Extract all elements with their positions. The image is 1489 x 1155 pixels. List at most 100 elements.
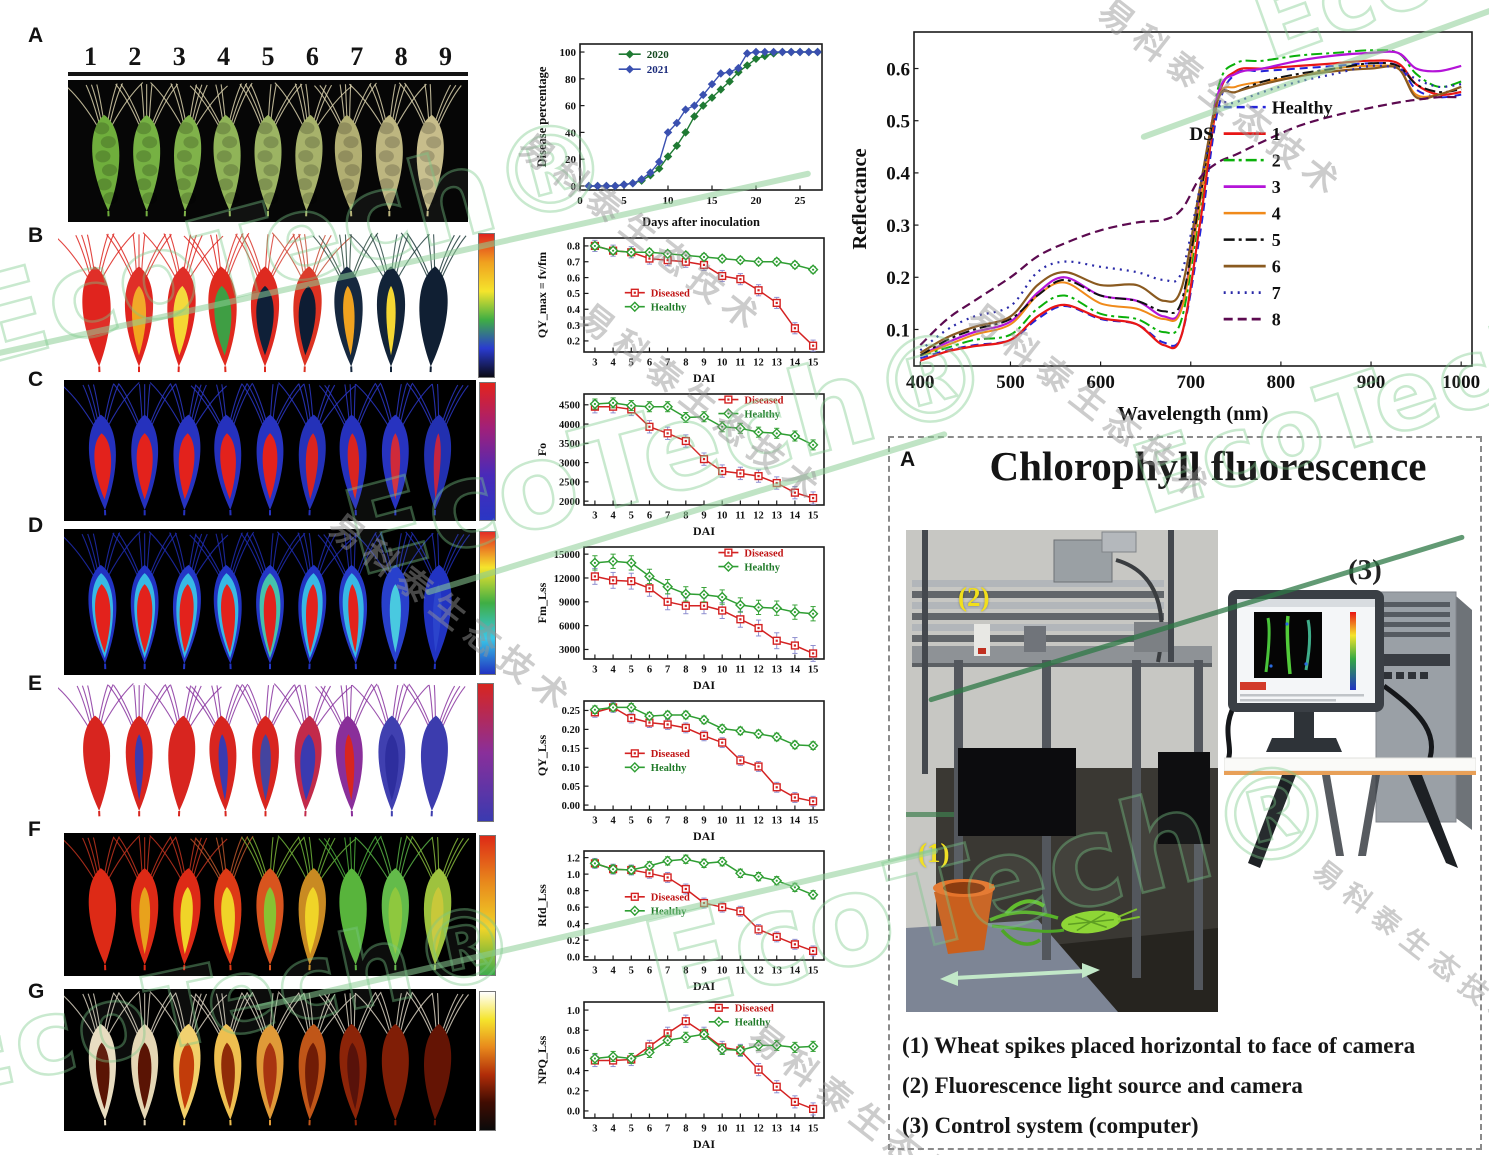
- svg-text:0.10: 0.10: [562, 763, 580, 774]
- svg-text:11: 11: [735, 511, 745, 522]
- svg-text:2000: 2000: [559, 497, 580, 508]
- svg-text:DAI: DAI: [693, 678, 715, 692]
- svg-text:6: 6: [647, 665, 652, 676]
- svg-text:10: 10: [663, 195, 675, 207]
- svg-text:Healthy: Healthy: [651, 907, 687, 918]
- wheat-spike-graphic: [1061, 908, 1140, 934]
- spike-number: 1: [84, 42, 97, 71]
- svg-text:0.15: 0.15: [562, 744, 580, 755]
- svg-text:4000: 4000: [559, 420, 580, 431]
- svg-text:8: 8: [683, 511, 688, 522]
- svg-text:4: 4: [610, 1124, 616, 1135]
- svg-text:9: 9: [701, 966, 706, 977]
- svg-text:0.2: 0.2: [567, 936, 580, 947]
- spike-number: 9: [439, 42, 452, 71]
- svg-text:0.00: 0.00: [562, 801, 580, 812]
- svg-text:0.5: 0.5: [567, 289, 580, 300]
- svg-text:7: 7: [1272, 283, 1281, 303]
- svg-text:8: 8: [683, 816, 688, 827]
- svg-text:0.8: 0.8: [567, 1026, 580, 1037]
- svg-text:14: 14: [790, 966, 801, 977]
- svg-text:7: 7: [665, 358, 670, 369]
- svg-text:10: 10: [717, 511, 728, 522]
- panel-b-fluorescence-image: [54, 230, 472, 378]
- svg-text:3500: 3500: [559, 439, 580, 450]
- colorbar-f: [479, 835, 496, 976]
- panel-a-numbers: 1 2 3 4 5 6 7 8 9: [68, 42, 468, 76]
- svg-text:4: 4: [610, 816, 616, 827]
- svg-text:0.4: 0.4: [886, 164, 910, 185]
- svg-text:14: 14: [790, 1124, 801, 1135]
- svg-text:6: 6: [647, 816, 652, 827]
- svg-text:60: 60: [565, 101, 577, 113]
- svg-text:DAI: DAI: [693, 371, 715, 385]
- svg-text:5: 5: [1272, 230, 1281, 250]
- svg-text:1: 1: [1272, 124, 1281, 144]
- svg-text:11: 11: [735, 816, 745, 827]
- svg-text:5: 5: [629, 966, 634, 977]
- svg-text:0.6: 0.6: [567, 1046, 580, 1057]
- svg-text:5: 5: [629, 665, 634, 676]
- svg-text:6000: 6000: [559, 621, 580, 632]
- svg-text:12: 12: [753, 966, 764, 977]
- colorbar-c: [479, 382, 496, 521]
- svg-text:Diseased: Diseased: [651, 749, 690, 760]
- svg-text:2021: 2021: [647, 64, 669, 76]
- svg-text:Healthy: Healthy: [744, 562, 780, 573]
- svg-text:15: 15: [808, 665, 819, 676]
- svg-text:Rfd_Lss: Rfd_Lss: [535, 884, 549, 927]
- svg-text:Healthy: Healthy: [1272, 98, 1333, 118]
- svg-text:4: 4: [1272, 204, 1281, 224]
- svg-text:Diseased: Diseased: [744, 395, 783, 406]
- svg-text:3: 3: [592, 966, 597, 977]
- svg-text:8: 8: [683, 966, 688, 977]
- svg-text:5: 5: [629, 816, 634, 827]
- svg-text:0.1: 0.1: [886, 320, 910, 341]
- svg-text:0.8: 0.8: [567, 242, 580, 253]
- svg-text:11: 11: [735, 966, 745, 977]
- svg-text:14: 14: [790, 816, 801, 827]
- svg-text:6: 6: [647, 1124, 652, 1135]
- svg-text:8: 8: [683, 358, 688, 369]
- svg-text:3000: 3000: [559, 645, 580, 656]
- svg-text:9: 9: [701, 665, 706, 676]
- colorbar-d: [479, 531, 496, 675]
- svg-text:Healthy: Healthy: [651, 303, 687, 314]
- panel-d-label: D: [28, 514, 44, 537]
- panel-b-label: B: [28, 224, 44, 247]
- svg-text:7: 7: [665, 665, 670, 676]
- svg-text:20: 20: [565, 154, 577, 166]
- svg-text:3: 3: [592, 358, 597, 369]
- panel-g-label: G: [28, 980, 45, 1003]
- svg-text:100: 100: [560, 47, 577, 59]
- svg-text:8: 8: [683, 665, 688, 676]
- panel-e-label: E: [28, 672, 43, 695]
- svg-text:1.0: 1.0: [567, 870, 580, 881]
- svg-text:QY_max = fv/fm: QY_max = fv/fm: [535, 252, 549, 338]
- svg-text:Reflectance: Reflectance: [849, 148, 871, 249]
- panel-f-label: F: [28, 818, 41, 841]
- svg-text:80: 80: [565, 74, 577, 86]
- spike-number: 3: [172, 42, 186, 71]
- panel-g-fluorescence-image: [62, 989, 476, 1131]
- tag-1: (1): [918, 838, 950, 868]
- svg-text:0.2: 0.2: [886, 268, 910, 289]
- svg-text:4: 4: [610, 358, 616, 369]
- svg-text:3: 3: [592, 511, 597, 522]
- svg-text:14: 14: [790, 665, 801, 676]
- svg-text:NPQ_Lss: NPQ_Lss: [535, 1035, 549, 1084]
- setup-title: Chlorophyll fluorescence: [989, 443, 1427, 489]
- svg-text:15: 15: [808, 511, 819, 522]
- svg-text:0.6: 0.6: [886, 59, 910, 80]
- svg-text:9: 9: [701, 816, 706, 827]
- svg-text:0.7: 0.7: [567, 258, 580, 269]
- chart-reflectance-spectra: 0.1 0.2 0.3 0.4 0.5 0.6 400 500 600 700 800 900 1000…: [846, 20, 1486, 429]
- svg-text:15: 15: [808, 816, 819, 827]
- svg-text:12: 12: [753, 816, 764, 827]
- svg-text:12: 12: [753, 665, 764, 676]
- chart-fm-lss: 3000 6000 9000 12000 15000 3 4 5 6 7 8 9 10 11 12 13 14 1…: [534, 541, 832, 698]
- setup-panel: A Chlorophyll fluorescence: [888, 436, 1482, 1150]
- svg-text:1.0: 1.0: [567, 1006, 580, 1017]
- svg-text:6: 6: [647, 966, 652, 977]
